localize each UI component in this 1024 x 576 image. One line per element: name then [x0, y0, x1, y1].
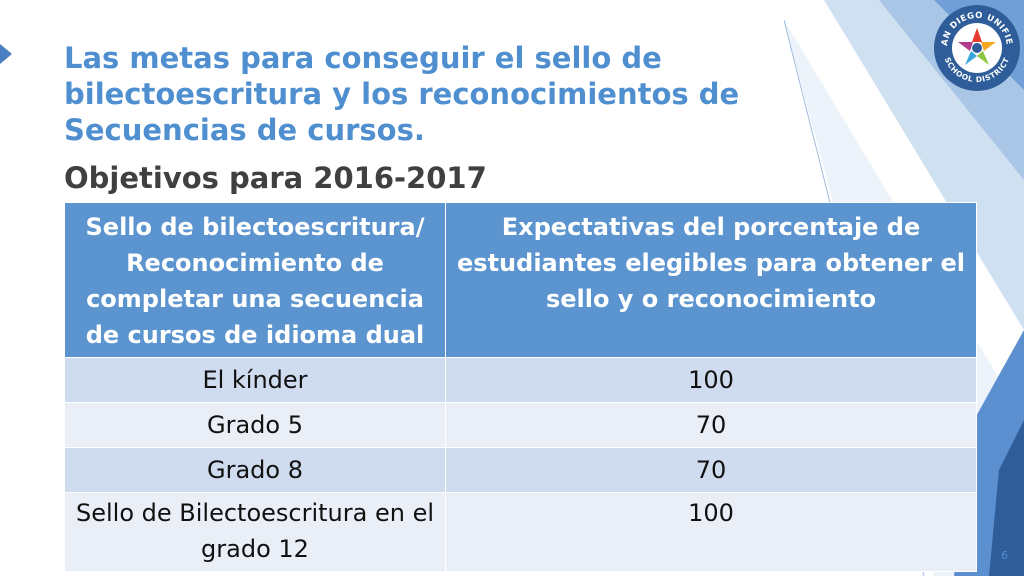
table-row: Grado 8 70	[64, 447, 977, 493]
page-number: 6	[1001, 549, 1008, 562]
row-value: 100	[445, 357, 977, 403]
row-value: 70	[445, 402, 977, 448]
title-accent-triangle	[0, 44, 12, 64]
row-label: El kínder	[64, 357, 446, 403]
table-row: Sello de Bilectoescritura en el grado 12…	[64, 492, 977, 572]
table-header-row: Sello de bilectoescritura/ Reconocimient…	[64, 202, 977, 358]
row-label: Grado 8	[64, 447, 446, 493]
goals-table: Sello de bilectoescritura/ Reconocimient…	[64, 202, 977, 572]
table-row: Grado 5 70	[64, 402, 977, 448]
district-logo: SAN DIEGO UNIFIED SCHOOL DISTRICT	[933, 4, 1020, 91]
row-label: Grado 5	[64, 402, 446, 448]
star-burst-logo-icon	[958, 28, 996, 65]
row-value: 100	[445, 492, 977, 572]
slide-subtitle: Objetivos para 2016-2017	[64, 161, 487, 195]
row-label: Sello de Bilectoescritura en el grado 12	[64, 492, 446, 572]
header-expectations: Expectativas del porcentaje de estudiant…	[445, 202, 977, 358]
slide-title: Las metas para conseguir el sello de bil…	[64, 41, 740, 147]
row-value: 70	[445, 447, 977, 493]
goals-table-container: Sello de bilectoescritura/ Reconocimient…	[64, 202, 977, 572]
header-seal-type: Sello de bilectoescritura/ Reconocimient…	[64, 202, 446, 358]
table-row: El kínder 100	[64, 357, 977, 403]
